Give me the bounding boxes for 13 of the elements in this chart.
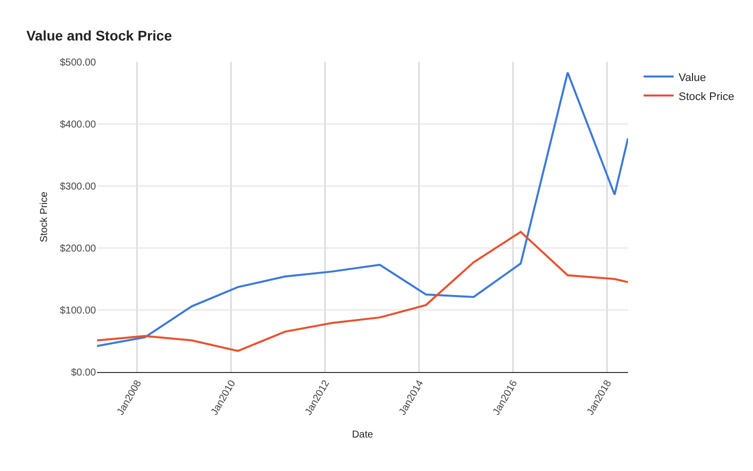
y-tick-label: $500.00 xyxy=(60,58,96,68)
chart-title: Value and Stock Price xyxy=(26,27,172,44)
y-tick-label: $400.00 xyxy=(60,120,96,130)
legend-label: Stock Price xyxy=(678,90,734,103)
x-axis-title: Date xyxy=(352,430,374,441)
y-tick-label: $100.00 xyxy=(60,306,96,316)
line-series xyxy=(97,72,628,347)
y-tick-label: $0.00 xyxy=(70,368,96,378)
line-series xyxy=(97,230,628,352)
y-tick-label: $300.00 xyxy=(60,182,96,192)
y-axis-title: Stock Price xyxy=(38,191,50,242)
legend-label: Value xyxy=(678,72,706,84)
y-tick-label: $200.00 xyxy=(60,244,96,254)
